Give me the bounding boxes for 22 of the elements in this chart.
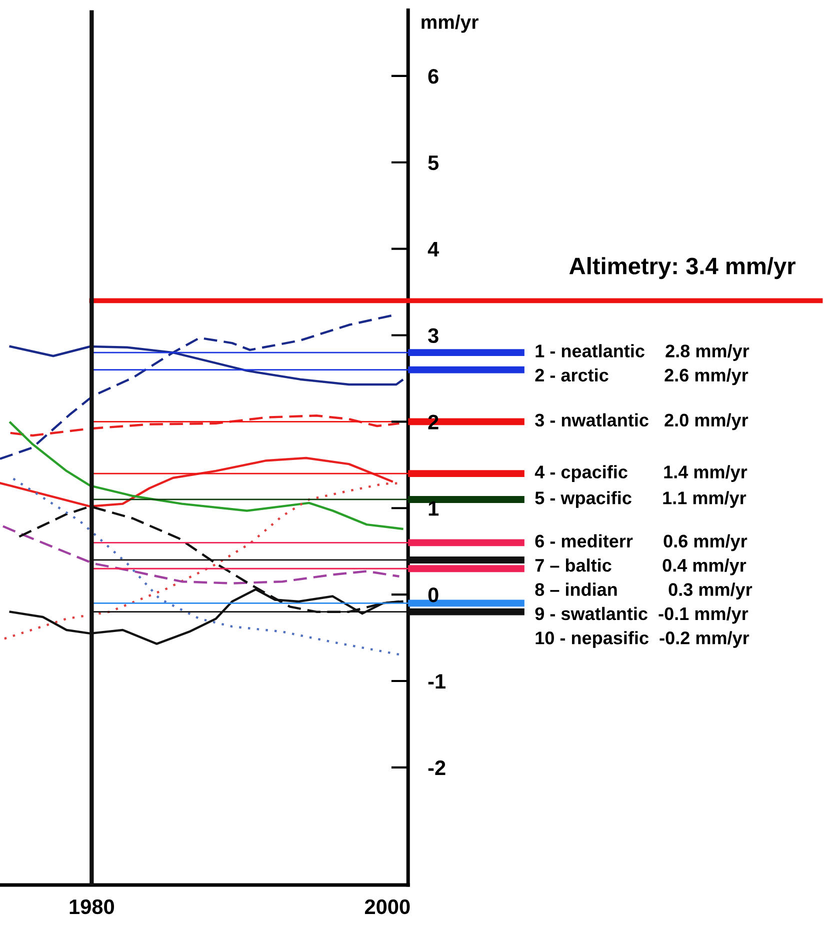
y-tick-label: 0: [428, 588, 438, 602]
y-tick-label: 6: [428, 68, 438, 84]
ref-line-label: 2 - arctic 2.6 mm/yr: [535, 368, 748, 386]
ref-line-label: 8 – indian 0.3 mm/yr: [535, 582, 752, 600]
y-tick-label: 1: [428, 501, 439, 516]
x-tick-label: 1980: [70, 899, 114, 914]
ref-line-label: 7 – baltic 0.4 mm/yr: [535, 558, 746, 576]
y-axis-title: mm/yr: [422, 14, 478, 33]
x-tick-label: 2000: [364, 899, 410, 914]
y-tick-label: 3: [428, 328, 438, 344]
y-tick-label: 5: [428, 156, 439, 170]
ref-line-label: 3 - nwatlantic 2.0 mm/yr: [535, 413, 748, 430]
ref-line-label: 9 - swatlantic -0.1 mm/yr: [535, 606, 748, 624]
ref-line-label: Altimetry: 3.4 mm/yr: [569, 257, 796, 280]
ref-line-label: 5 - wpacific 1.1 mm/yr: [535, 491, 746, 508]
ref-line-label: 10 - nepasific -0.2 mm/yr: [536, 631, 750, 648]
ref-line-label: 4 - cpacific 1.4 mm/yr: [534, 465, 748, 482]
ref-line-label: 6 - mediterr 0.6 mm/yr: [535, 534, 748, 552]
y-tick-label: -2: [428, 760, 446, 775]
y-tick-label: -1: [428, 674, 446, 689]
ref-line-label: 1 - neatlantic 2.8 mm/yr: [536, 344, 750, 361]
y-tick-label: 4: [428, 242, 440, 256]
